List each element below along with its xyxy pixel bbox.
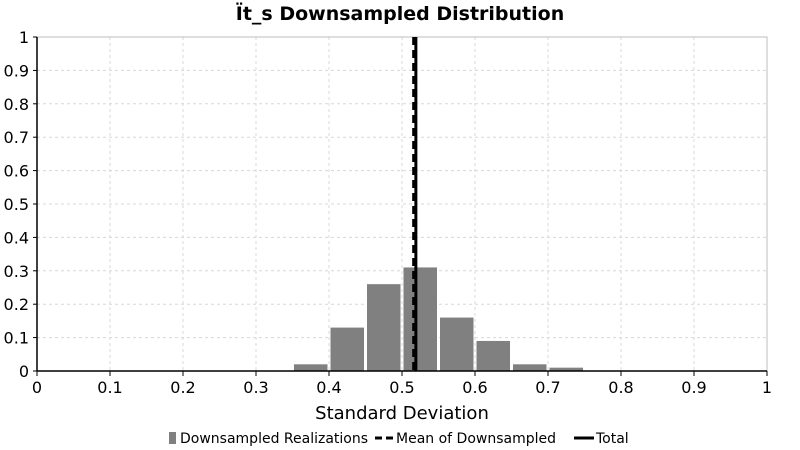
histogram-bar bbox=[403, 267, 437, 371]
histogram-bar bbox=[440, 317, 474, 371]
grid bbox=[37, 37, 767, 371]
histogram-bar bbox=[367, 284, 401, 371]
y-ticks: 0 0.1 0.2 0.3 0.4 0.5 0.6 0.7 0.8 0.9 1 bbox=[4, 28, 37, 381]
y-tick-label: 0.8 bbox=[4, 95, 29, 114]
bars bbox=[294, 267, 583, 371]
x-tick-label: 0.7 bbox=[535, 378, 560, 397]
legend-label-realizations: Downsampled Realizations bbox=[180, 431, 368, 447]
chart-title: Ït_s Downsampled Distribution bbox=[236, 1, 564, 25]
x-tick-label: 0.3 bbox=[243, 378, 268, 397]
y-tick-label: 0.6 bbox=[4, 162, 29, 181]
y-tick-label: 0.1 bbox=[4, 329, 29, 348]
x-tick-label: 1 bbox=[762, 378, 772, 397]
reference-lines bbox=[412, 37, 418, 371]
histogram-bar bbox=[549, 367, 583, 371]
legend-label-total: Total bbox=[595, 431, 629, 447]
legend-label-mean: Mean of Downsampled bbox=[396, 431, 556, 447]
y-tick-label: 0.4 bbox=[4, 228, 29, 247]
x-tick-label: 0.8 bbox=[608, 378, 633, 397]
y-tick-label: 1 bbox=[19, 28, 29, 47]
x-tick-label: 0 bbox=[32, 378, 42, 397]
x-tick-label: 0.1 bbox=[97, 378, 122, 397]
x-tick-label: 0.6 bbox=[462, 378, 487, 397]
y-tick-label: 0.2 bbox=[4, 295, 29, 314]
histogram-bar bbox=[513, 364, 547, 371]
y-tick-label: 0.5 bbox=[4, 195, 29, 214]
histogram-bar bbox=[330, 327, 364, 371]
y-tick-label: 0.3 bbox=[4, 262, 29, 281]
legend-bar-swatch bbox=[169, 432, 176, 444]
x-tick-label: 0.9 bbox=[681, 378, 706, 397]
x-tick-label: 0.5 bbox=[389, 378, 414, 397]
y-tick-label: 0.9 bbox=[4, 61, 29, 80]
histogram-bar bbox=[294, 364, 328, 371]
x-tick-label: 0.2 bbox=[170, 378, 195, 397]
x-axis-label: Standard Deviation bbox=[315, 403, 489, 424]
x-ticks: 0 0.1 0.2 0.3 0.4 0.5 0.6 0.7 0.8 0.9 1 bbox=[32, 371, 772, 397]
y-tick-label: 0 bbox=[19, 362, 29, 381]
legend: Downsampled Realizations Mean of Downsam… bbox=[169, 431, 629, 447]
y-tick-label: 0.7 bbox=[4, 128, 29, 147]
histogram-bar bbox=[476, 340, 510, 371]
x-tick-label: 0.4 bbox=[316, 378, 341, 397]
